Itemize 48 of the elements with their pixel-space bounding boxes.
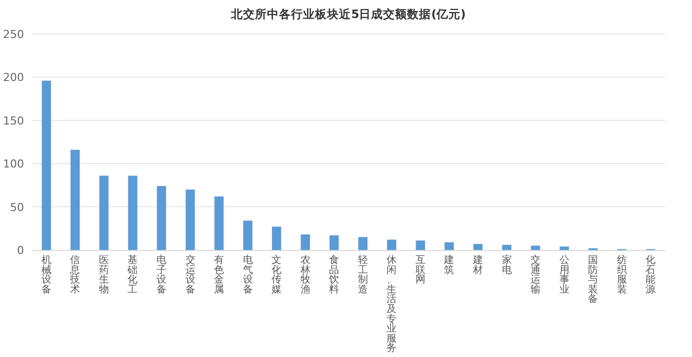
x-tick-label: 有色金属 (214, 254, 224, 296)
bar (330, 235, 339, 250)
x-tick-label: 交通运输 (530, 254, 541, 296)
x-tick-label: 轻工制造 (358, 254, 368, 296)
bar (214, 196, 224, 250)
y-tick-label: 150 (3, 114, 24, 128)
y-tick-label: 100 (3, 158, 24, 171)
x-tick-label: 建材 (472, 254, 483, 276)
x-tick-label: 机械设备 (41, 254, 52, 296)
x-tick-label: 化石能源 (646, 254, 656, 296)
x-tick-label: 互联网 (415, 255, 426, 286)
bar (416, 240, 426, 250)
bar (99, 176, 109, 250)
category-label: 休闲、生活及专业服务 (386, 255, 397, 354)
x-tick-label: 交运设备 (185, 254, 196, 296)
bar (530, 246, 540, 250)
bar (444, 242, 454, 250)
bar (560, 246, 569, 250)
y-tick-label: 250 (3, 28, 24, 41)
bar (300, 234, 310, 250)
x-tick-label: 国防与装备 (588, 255, 598, 306)
x-tick-label: 电子设备 (156, 254, 166, 296)
y-tick-label: 0 (17, 244, 24, 257)
bar (186, 190, 195, 250)
x-tick-label: 建筑 (443, 254, 454, 276)
x-tick-label: 文化传媒 (272, 254, 282, 296)
chart-title: 北交所中各行业板块近5日成交额数据(亿元) (230, 7, 466, 21)
y-tick-label: 200 (3, 71, 24, 84)
bar (387, 240, 396, 250)
x-tick-label: 医药生物 (98, 255, 109, 296)
x-tick-label: 信息技术 (69, 254, 80, 296)
x-tick-label: 农林牧渔 (299, 255, 310, 296)
x-tick-label: 公用事业 (559, 254, 570, 296)
bar (70, 150, 80, 250)
bar (156, 186, 166, 250)
x-tick-label: 电气设备 (242, 254, 253, 296)
x-tick-label: 食品饮料 (328, 254, 340, 296)
x-tick-label: 基础化工 (126, 254, 138, 296)
bar (42, 80, 51, 250)
x-tick-label: 家电 (502, 254, 512, 276)
x-tick-label: 纺织服装 (616, 254, 627, 296)
bar (473, 244, 483, 250)
bar (502, 244, 512, 250)
bar (128, 176, 138, 250)
bar (272, 226, 282, 250)
y-tick-label: 50 (10, 200, 24, 214)
bar (358, 237, 368, 250)
bar (243, 220, 252, 250)
